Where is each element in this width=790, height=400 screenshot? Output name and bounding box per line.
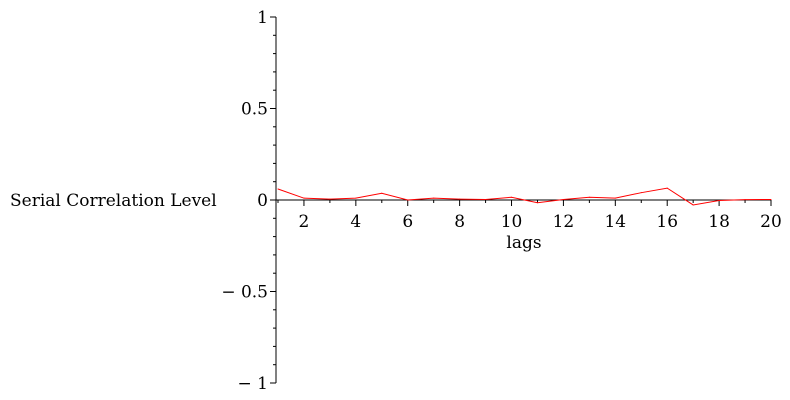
data-point [277, 188, 279, 190]
data-point [433, 197, 435, 199]
data-point [666, 187, 668, 189]
x-tick-label: 2 [299, 212, 310, 232]
x-tick-label: 14 [604, 212, 626, 232]
x-tick-label: 12 [553, 212, 575, 232]
x-tick-label: 8 [454, 212, 465, 232]
data-point [485, 198, 487, 200]
x-tick-label: 4 [350, 212, 361, 232]
x-tick-label: 10 [501, 212, 523, 232]
data-point [692, 204, 694, 206]
data-point [588, 196, 590, 198]
y-tick-label: 1 [257, 8, 268, 28]
x-tick-label: 20 [760, 212, 782, 232]
y-tick-label: − 0.5 [221, 283, 268, 303]
x-tick-label: 18 [708, 212, 730, 232]
data-point [381, 192, 383, 194]
y-axis-label: Serial Correlation Level [10, 191, 217, 211]
series [277, 187, 772, 206]
data-point [303, 197, 305, 199]
x-axis-label: lags [506, 233, 541, 253]
data-point [640, 192, 642, 194]
data-point [329, 198, 331, 200]
data-point [614, 197, 616, 199]
series-line [277, 187, 772, 206]
y-tick-label: − 1 [238, 374, 268, 394]
x-tick-label: 16 [656, 212, 678, 232]
y-tick-label: 0.5 [241, 100, 268, 120]
data-point [536, 202, 538, 204]
data-point [744, 199, 746, 201]
data-point [511, 196, 513, 198]
data-point [459, 198, 461, 200]
x-tick-label: 6 [402, 212, 413, 232]
data-point [718, 200, 720, 202]
data-point [562, 198, 564, 200]
data-point [407, 199, 409, 201]
data-point [770, 198, 772, 200]
ticks: 1 0.5 0 − 0.5 − 1 2 4 6 8 10 12 14 16 18 20 [221, 8, 782, 394]
y-tick-label: 0 [257, 191, 268, 211]
data-point [355, 197, 357, 199]
